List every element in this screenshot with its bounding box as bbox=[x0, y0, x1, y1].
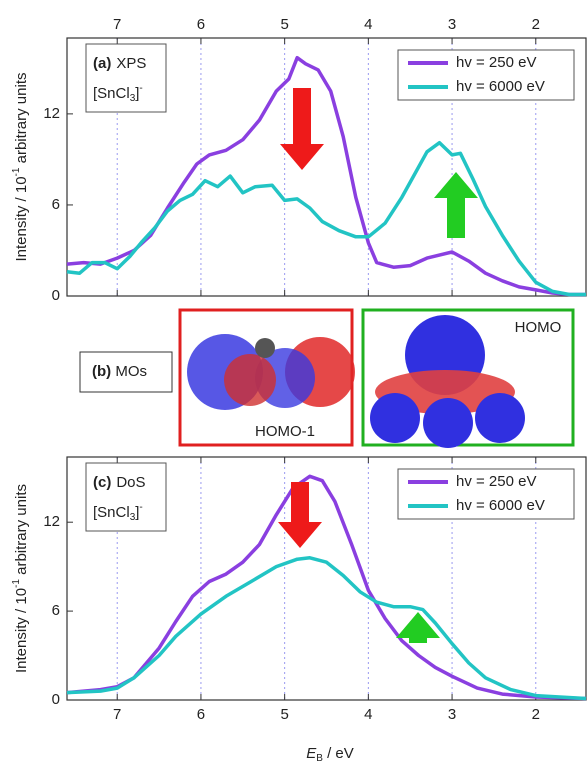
y-axis-label: Intensity / 10-1 arbitrary units bbox=[11, 72, 30, 261]
x-tick-label: 6 bbox=[197, 706, 205, 723]
panel-title: (c) DoS bbox=[93, 474, 146, 491]
y-axis-label-part: arbitrary units bbox=[13, 484, 30, 579]
y-axis-label-part: arbitrary units bbox=[13, 72, 30, 167]
atom bbox=[255, 338, 275, 358]
figure: (b) MOs HOMO-1 HOMO 7 6 5 4 3 2 0 6 12 (a) XPS [SnC… bbox=[0, 0, 587, 768]
x-tick-label: 2 bbox=[532, 16, 540, 33]
x-axis-label-part: / eV bbox=[323, 745, 354, 762]
x-axis-label: EB / eV bbox=[306, 745, 354, 764]
species-label-part: - bbox=[139, 502, 142, 513]
x-tick-label: 3 bbox=[448, 16, 456, 33]
y-tick-label: 12 bbox=[43, 105, 60, 122]
orbital-lobe bbox=[423, 398, 473, 448]
y-tick-label: 6 bbox=[52, 602, 60, 619]
panel-b-label: (b) MOs bbox=[92, 363, 147, 380]
orbital-label: HOMO-1 bbox=[255, 423, 315, 440]
orbital-label: HOMO bbox=[515, 319, 562, 336]
panel-label: (c) bbox=[93, 474, 111, 491]
y-tick-label: 0 bbox=[52, 691, 60, 708]
x-tick-label: 7 bbox=[113, 706, 121, 723]
y-axis-label-part: Intensity / 10 bbox=[13, 176, 30, 261]
y-tick-label: 6 bbox=[52, 196, 60, 213]
panel-title-text: XPS bbox=[116, 55, 146, 72]
species-label: [SnCl3]- bbox=[93, 83, 143, 104]
x-tick-label: 4 bbox=[364, 706, 372, 723]
y-tick-label: 0 bbox=[52, 287, 60, 304]
panel-title: (a) XPS bbox=[93, 55, 146, 72]
x-tick-label: 4 bbox=[364, 16, 372, 33]
legend-label: hv = 6000 eV bbox=[456, 78, 545, 95]
x-tick-label: 2 bbox=[532, 706, 540, 723]
species-label: [SnCl3]- bbox=[93, 502, 143, 523]
species-label-part: [SnCl bbox=[93, 504, 130, 521]
x-tick-label: 7 bbox=[113, 16, 121, 33]
orbital-lobe bbox=[475, 393, 525, 443]
y-axis-label-part: Intensity / 10 bbox=[13, 588, 30, 673]
species-label-part: - bbox=[139, 83, 142, 94]
species-label-part: [SnCl bbox=[93, 85, 130, 102]
legend-label: hv = 250 eV bbox=[456, 54, 536, 71]
x-tick-label: 3 bbox=[448, 706, 456, 723]
orbital-lobe bbox=[224, 354, 276, 406]
x-tick-label: 5 bbox=[280, 706, 288, 723]
x-tick-label: 6 bbox=[197, 16, 205, 33]
y-tick-label: 12 bbox=[43, 513, 60, 530]
y-axis-label: Intensity / 10-1 arbitrary units bbox=[11, 484, 30, 673]
panel-title-text: DoS bbox=[116, 474, 145, 491]
legend-label: hv = 250 eV bbox=[456, 473, 536, 490]
x-tick-label: 5 bbox=[280, 16, 288, 33]
legend-label: hv = 6000 eV bbox=[456, 497, 545, 514]
panel-label: (a) bbox=[93, 55, 111, 72]
orbital-lobe bbox=[370, 393, 420, 443]
